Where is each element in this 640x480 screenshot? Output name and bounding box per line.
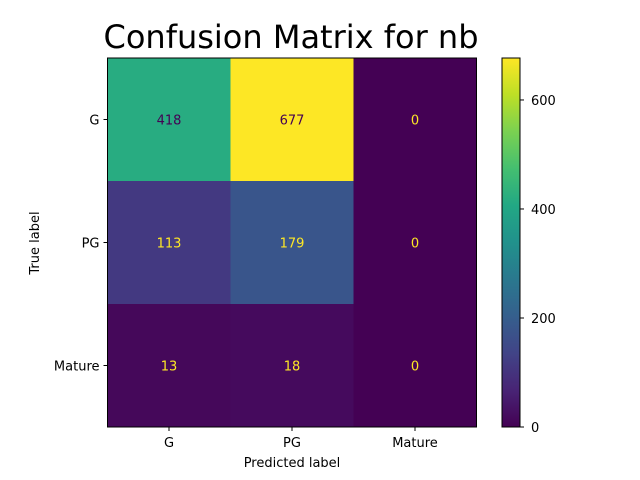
heatmap-cell (230, 181, 354, 305)
y-tick-label: G (89, 114, 99, 129)
cell-value-label: 0 (411, 237, 419, 252)
cell-value-label: 0 (411, 360, 419, 375)
x-tick-label: G (164, 436, 174, 451)
cell-value-label: 0 (411, 114, 419, 129)
colorbar-axis: 0 200 400 600 (520, 94, 556, 436)
colorbar-tick-label: 200 (531, 312, 556, 327)
cell-value-label: 677 (280, 114, 305, 129)
cell-value-label: 418 (157, 114, 182, 129)
heatmap-cell (353, 181, 477, 305)
x-axis: G PG Mature (164, 427, 438, 451)
heatmap-cell (230, 304, 354, 428)
colorbar-tick-label: 400 (531, 203, 556, 218)
chart-title: Confusion Matrix for nb (103, 18, 478, 56)
colorbar-tick-label: 600 (531, 94, 556, 109)
y-tick-label: PG (82, 237, 100, 252)
heatmap-cell-labels: 418 677 0 113 179 0 13 18 0 (157, 114, 420, 375)
colorbar-tick-label: 0 (531, 421, 539, 436)
heatmap-cell (107, 58, 231, 182)
x-tick-label: PG (283, 436, 301, 451)
cell-value-label: 13 (161, 360, 178, 375)
heatmap-cells (107, 58, 477, 428)
heatmap-cell (107, 181, 231, 305)
cell-value-label: 179 (280, 237, 305, 252)
x-tick-label: Mature (392, 436, 438, 451)
heatmap-cell (107, 304, 231, 428)
y-axis: G PG Mature (54, 114, 108, 375)
cell-value-label: 113 (157, 237, 182, 252)
colorbar-frame (501, 57, 521, 428)
heatmap-cell (230, 58, 354, 182)
heatmap-cell (353, 58, 477, 182)
x-axis-label: Predicted label (244, 456, 341, 471)
cell-value-label: 18 (284, 360, 301, 375)
y-tick-label: Mature (54, 360, 100, 375)
heatmap-cell (353, 304, 477, 428)
y-axis-label: True label (28, 211, 43, 275)
colorbar (502, 58, 520, 427)
